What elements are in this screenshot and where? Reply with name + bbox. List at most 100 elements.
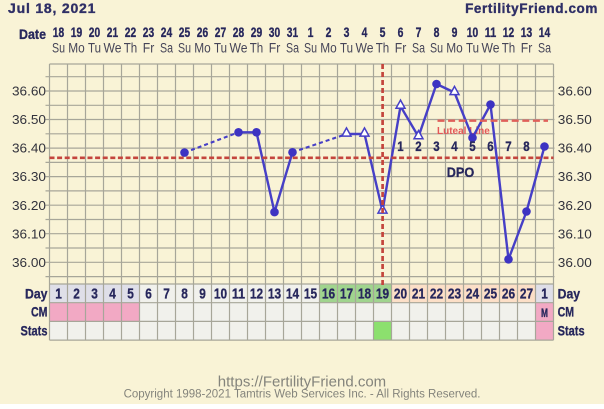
svg-text:2: 2 [326, 25, 332, 40]
svg-text:5: 5 [469, 138, 476, 154]
svg-text:11: 11 [485, 25, 497, 40]
svg-text:4: 4 [109, 287, 116, 303]
svg-text:26: 26 [197, 25, 209, 40]
svg-text:15: 15 [304, 287, 317, 303]
svg-text:https://FertilityFriend.com: https://FertilityFriend.com [218, 374, 386, 391]
svg-text:Su: Su [52, 40, 65, 55]
svg-text:21: 21 [412, 287, 425, 303]
svg-text:23: 23 [448, 287, 461, 303]
svg-text:24: 24 [466, 287, 479, 303]
svg-text:36.40: 36.40 [558, 141, 592, 156]
svg-text:6: 6 [145, 287, 152, 303]
svg-text:20: 20 [394, 287, 407, 303]
svg-text:24: 24 [161, 25, 173, 40]
svg-text:Th: Th [502, 40, 516, 55]
svg-text:Su: Su [304, 40, 317, 55]
svg-text:2: 2 [73, 287, 80, 303]
svg-text:22: 22 [125, 25, 136, 40]
svg-text:Th: Th [250, 40, 264, 55]
svg-text:10: 10 [214, 287, 227, 303]
svg-text:Tu: Tu [466, 40, 479, 55]
svg-text:36.20: 36.20 [12, 198, 46, 213]
svg-text:Sa: Sa [412, 40, 425, 55]
svg-text:1: 1 [55, 287, 62, 303]
svg-text:36.50: 36.50 [12, 112, 46, 127]
svg-text:Copyright 1998-2021 Tamtris We: Copyright 1998-2021 Tamtris Web Services… [124, 389, 481, 401]
svg-text:11: 11 [232, 287, 245, 303]
svg-text:Th: Th [376, 40, 390, 55]
svg-text:Su: Su [430, 40, 443, 55]
svg-text:Fr: Fr [395, 40, 407, 55]
svg-text:Mo: Mo [320, 40, 337, 55]
svg-text:Tu: Tu [214, 40, 227, 55]
svg-text:22: 22 [430, 287, 443, 303]
svg-text:36.10: 36.10 [12, 226, 46, 241]
svg-text:Date: Date [19, 27, 46, 42]
svg-text:17: 17 [340, 287, 353, 303]
svg-text:27: 27 [215, 25, 226, 40]
svg-text:FertilityFriend.com: FertilityFriend.com [465, 1, 598, 16]
svg-text:Fr: Fr [143, 40, 155, 55]
svg-text:23: 23 [143, 25, 155, 40]
svg-text:3: 3 [91, 287, 98, 303]
svg-text:7: 7 [163, 287, 170, 303]
svg-text:36.60: 36.60 [12, 84, 46, 99]
svg-text:36.20: 36.20 [558, 198, 592, 213]
svg-text:Sa: Sa [286, 40, 299, 55]
svg-text:CM: CM [558, 304, 575, 320]
svg-text:7: 7 [505, 138, 512, 154]
svg-text:6: 6 [398, 25, 404, 40]
svg-text:2: 2 [415, 138, 422, 154]
svg-text:36.40: 36.40 [12, 141, 46, 156]
svg-text:Luteal Line: Luteal Line [437, 126, 490, 137]
svg-text:36.00: 36.00 [12, 255, 46, 270]
svg-text:Day: Day [25, 286, 48, 302]
svg-text:36.50: 36.50 [558, 112, 592, 127]
svg-text:Mo: Mo [194, 40, 211, 55]
svg-text:20: 20 [89, 25, 100, 40]
svg-text:Sa: Sa [538, 40, 551, 55]
svg-text:19: 19 [376, 287, 389, 303]
svg-text:Sa: Sa [160, 40, 173, 55]
svg-text:31: 31 [287, 25, 299, 40]
svg-text:Day: Day [558, 286, 581, 302]
svg-text:8: 8 [181, 287, 188, 303]
svg-text:29: 29 [251, 25, 262, 40]
svg-text:Th: Th [124, 40, 138, 55]
svg-text:We: We [482, 40, 500, 55]
svg-text:7: 7 [416, 25, 422, 40]
svg-text:M: M [541, 306, 548, 320]
svg-text:5: 5 [127, 287, 134, 303]
svg-text:28: 28 [233, 25, 245, 40]
svg-text:Fr: Fr [269, 40, 281, 55]
svg-text:12: 12 [250, 287, 263, 303]
svg-text:36.30: 36.30 [12, 169, 46, 184]
svg-text:Mo: Mo [446, 40, 463, 55]
svg-text:16: 16 [322, 287, 335, 303]
svg-text:Stats: Stats [21, 322, 48, 338]
svg-text:Jul 18, 2021: Jul 18, 2021 [8, 0, 96, 16]
svg-text:10: 10 [467, 25, 478, 40]
svg-text:36.60: 36.60 [558, 84, 592, 99]
svg-text:25: 25 [179, 25, 191, 40]
svg-text:We: We [356, 40, 374, 55]
svg-text:Tu: Tu [340, 40, 353, 55]
svg-text:36.00: 36.00 [558, 255, 592, 270]
svg-text:5: 5 [380, 25, 386, 40]
svg-text:1: 1 [397, 138, 404, 154]
svg-text:26: 26 [502, 287, 515, 303]
svg-text:14: 14 [539, 25, 551, 40]
svg-text:Fr: Fr [521, 40, 533, 55]
svg-text:6: 6 [487, 138, 494, 154]
svg-text:13: 13 [521, 25, 533, 40]
svg-text:30: 30 [269, 25, 280, 40]
svg-text:18: 18 [358, 287, 371, 303]
svg-text:13: 13 [268, 287, 281, 303]
svg-text:DPO: DPO [447, 164, 475, 180]
svg-text:We: We [230, 40, 248, 55]
svg-text:Stats: Stats [558, 322, 585, 338]
svg-text:9: 9 [199, 287, 206, 303]
svg-text:21: 21 [107, 25, 119, 40]
svg-text:1: 1 [308, 25, 314, 40]
svg-text:4: 4 [451, 138, 458, 154]
